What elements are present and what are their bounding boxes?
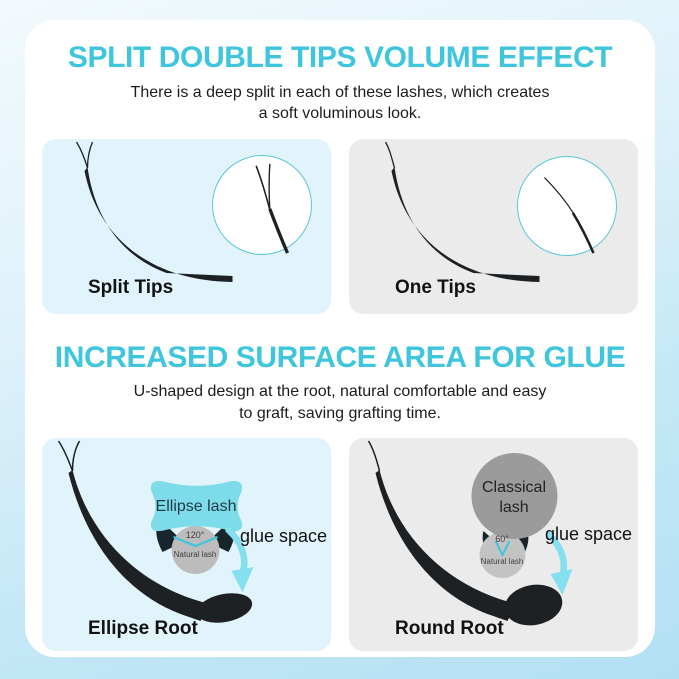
subtitle-line: U-shaped design at the root, natural com… (133, 383, 547, 401)
glue-space-label: glue space (240, 526, 328, 547)
subtitle-line: There is a deep split in each of these l… (130, 83, 550, 101)
section-title-split-tips: SPLIT DOUBLE TIPS VOLUME EFFECT (67, 41, 613, 74)
split-tips-panel: Split Tips (42, 138, 331, 314)
section-subtitle-split-tips: There is a deep split in each of these l… (25, 82, 655, 125)
root-comparison-row: Ellipse lash 120° Natural lash glue spac… (25, 438, 655, 652)
split-lash-drawing (75, 141, 233, 282)
section-subtitle-glue-area: U-shaped design at the root, natural com… (25, 381, 655, 424)
ellipse-root-panel: Ellipse lash 120° Natural lash glue spac… (42, 438, 331, 652)
panel-label: Ellipse Root (88, 618, 198, 640)
natural-lash-label: Natural lash (480, 557, 524, 567)
round-root-drawing (367, 440, 573, 626)
panel-label: Split Tips (88, 276, 174, 298)
content-card: SPLIT DOUBLE TIPS VOLUME EFFECT There is… (25, 20, 655, 657)
split-tip-zoom-drawing (255, 163, 290, 254)
tips-comparison-row: Split Tips One Tips (25, 138, 655, 314)
single-lash-drawing (384, 141, 540, 282)
ellipse-lash-chip-label: Ellipse lash (155, 498, 237, 516)
split-tip-magnifier-icon (212, 154, 312, 255)
angle-value: 120° (185, 530, 205, 541)
one-tip-magnifier-icon (517, 155, 617, 256)
one-tips-panel: One Tips (349, 138, 638, 314)
angle-value: 60° (495, 534, 509, 545)
glue-space-label: glue space (545, 524, 633, 545)
round-root-panel: Classical lash 60° Natural lash glue spa… (349, 438, 638, 652)
panel-label: Round Root (395, 618, 504, 640)
subtitle-line: to graft, saving grafting time. (239, 404, 441, 422)
section-title-glue-area: INCREASED SURFACE AREA FOR GLUE (54, 340, 626, 374)
classical-lash-chip-label: Classical lash (481, 479, 546, 516)
one-tip-zoom-drawing (544, 176, 595, 254)
panel-label: One Tips (395, 276, 476, 298)
ellipse-root-drawing (57, 440, 254, 624)
natural-lash-label: Natural lash (173, 550, 217, 560)
subtitle-line: a soft voluminous look. (258, 105, 422, 123)
